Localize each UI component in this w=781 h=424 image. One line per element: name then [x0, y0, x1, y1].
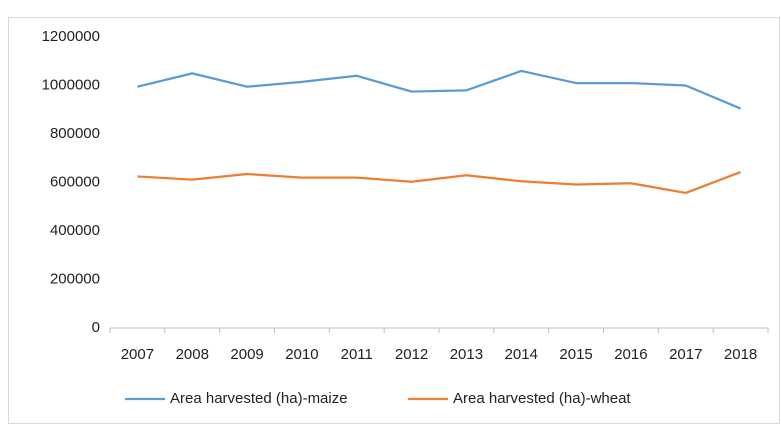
x-tick-label: 2011 — [341, 346, 373, 363]
x-tick-label: 2012 — [395, 346, 428, 363]
x-tick-label: 2015 — [559, 346, 592, 363]
y-tick-label: 800000 — [50, 125, 100, 142]
x-tick-label: 2017 — [669, 346, 702, 363]
y-tick-label: 1200000 — [42, 28, 100, 45]
x-tick-label: 2007 — [121, 346, 154, 363]
x-tick-label: 2010 — [285, 346, 318, 363]
x-tick-label: 2013 — [450, 346, 483, 363]
y-tick-label: 400000 — [50, 222, 100, 239]
y-tick-label: 200000 — [50, 270, 100, 287]
x-tick-label: 2018 — [724, 346, 757, 363]
legend-label: Area harvested (ha)-maize — [170, 390, 348, 407]
y-tick-label: 600000 — [50, 173, 100, 190]
x-tick-label: 2009 — [230, 346, 263, 363]
series-line — [137, 171, 741, 195]
x-tick-label: 2014 — [505, 346, 538, 363]
series-line — [137, 69, 742, 110]
legend-label: Area harvested (ha)-wheat — [453, 390, 631, 407]
y-tick-label: 0 — [92, 319, 100, 336]
y-tick-label: 1000000 — [42, 76, 100, 93]
x-tick-label: 2008 — [176, 346, 209, 363]
x-tick-label: 2016 — [614, 346, 647, 363]
